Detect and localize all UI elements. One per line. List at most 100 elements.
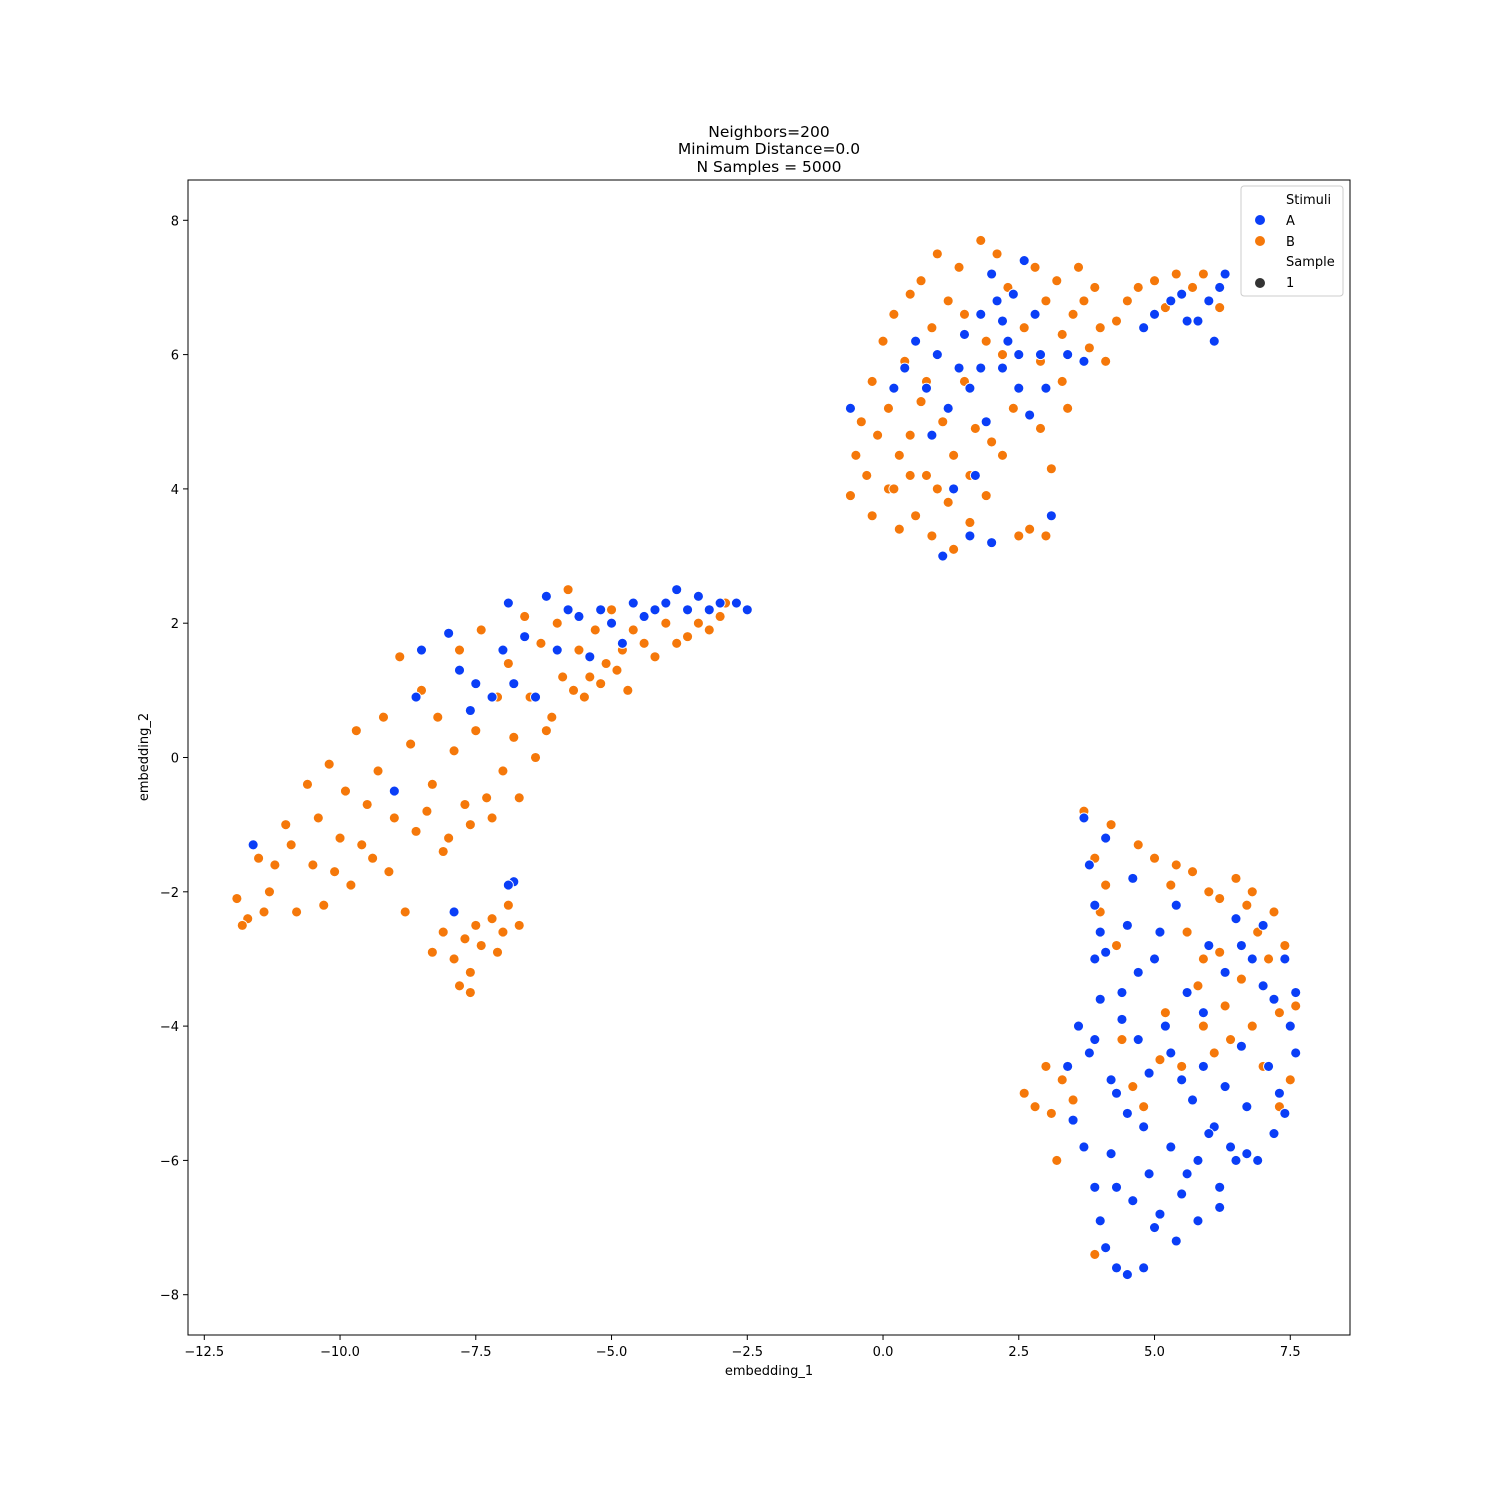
point-series-b xyxy=(492,946,503,958)
point-series-b xyxy=(540,725,552,737)
point-series-b xyxy=(426,778,438,790)
point-series-b xyxy=(1132,281,1144,293)
point-series-b xyxy=(508,731,520,743)
point-series-b xyxy=(1013,530,1025,542)
point-series-b xyxy=(1235,973,1247,985)
x-axis-label: embedding_1 xyxy=(725,1364,813,1379)
point-series-b xyxy=(530,752,541,763)
point-series-b xyxy=(931,483,943,495)
point-series-b xyxy=(1170,268,1182,280)
point-series-a xyxy=(975,308,987,320)
point-series-b xyxy=(285,839,297,851)
point-series-b xyxy=(1067,1094,1079,1106)
point-series-b xyxy=(1230,872,1242,884)
point-series-b xyxy=(1214,302,1226,314)
point-series-b xyxy=(1197,268,1209,280)
point-series-b xyxy=(361,799,373,810)
point-series-b xyxy=(888,308,900,320)
point-series-b xyxy=(459,933,471,945)
point-series-b xyxy=(606,604,617,616)
point-series-a xyxy=(1214,1201,1226,1213)
point-series-b xyxy=(1290,1000,1302,1012)
point-series-a xyxy=(1143,1168,1155,1180)
point-series-b xyxy=(855,416,867,428)
point-series-b xyxy=(231,893,243,904)
point-series-b xyxy=(1149,275,1160,287)
point-series-a xyxy=(1083,859,1095,871)
point-series-b xyxy=(1181,926,1193,938)
point-series-a xyxy=(448,906,460,918)
point-series-b xyxy=(470,919,482,931)
point-series-b xyxy=(937,416,949,428)
point-series-a xyxy=(1149,1222,1160,1234)
point-series-b xyxy=(470,725,482,737)
point-series-b xyxy=(1214,893,1226,904)
point-series-b xyxy=(1263,953,1275,965)
point-series-a xyxy=(1013,349,1025,361)
point-series-b xyxy=(1089,1248,1101,1260)
point-series-a xyxy=(1100,1242,1112,1254)
point-series-a xyxy=(1040,382,1052,394)
point-series-b xyxy=(1105,819,1117,831)
point-series-a xyxy=(1257,919,1269,931)
point-series-a xyxy=(1176,288,1188,300)
point-series-a xyxy=(964,382,976,394)
point-series-b xyxy=(1268,906,1280,918)
point-series-a xyxy=(1203,295,1215,307)
point-series-b xyxy=(1214,946,1226,958)
point-series-a xyxy=(1154,926,1166,938)
point-series-a xyxy=(1094,993,1106,1005)
y-tick-label: 4 xyxy=(171,483,179,498)
point-series-a xyxy=(1192,315,1204,327)
point-series-a xyxy=(1078,355,1090,367)
point-series-b xyxy=(421,805,433,817)
point-series-b xyxy=(1067,308,1079,320)
point-series-b xyxy=(562,584,574,596)
point-series-a xyxy=(1127,1195,1139,1207)
point-series-a xyxy=(1187,1094,1198,1106)
legend-label-b: B xyxy=(1286,235,1295,250)
point-series-b xyxy=(959,308,970,320)
point-series-a xyxy=(1132,966,1144,978)
point-series-b xyxy=(850,449,862,461)
point-series-b xyxy=(948,449,960,461)
point-series-b xyxy=(872,429,884,441)
point-series-b xyxy=(1279,940,1291,951)
point-series-b xyxy=(372,765,384,777)
point-series-a xyxy=(1165,1047,1177,1059)
point-series-b xyxy=(1246,1020,1258,1032)
point-series-a xyxy=(1100,832,1112,844)
point-series-b xyxy=(1187,281,1198,293)
point-series-a xyxy=(1230,1154,1242,1166)
x-tick-label: −5.0 xyxy=(596,1345,628,1360)
point-series-a xyxy=(1268,993,1280,1005)
point-series-a xyxy=(1235,1040,1247,1052)
point-series-b xyxy=(893,523,905,535)
point-series-b xyxy=(1127,1081,1139,1092)
point-series-a xyxy=(1284,1020,1296,1032)
point-series-b xyxy=(1007,402,1019,414)
point-series-a xyxy=(1197,1060,1209,1072)
point-series-b xyxy=(1062,402,1074,414)
point-series-b xyxy=(1225,1034,1236,1045)
point-series-a xyxy=(1290,987,1302,998)
point-series-b xyxy=(1246,886,1258,898)
point-series-b xyxy=(627,624,639,636)
point-series-b xyxy=(481,792,493,804)
point-series-b xyxy=(437,926,449,938)
point-series-a xyxy=(1219,268,1231,280)
point-series-a xyxy=(1094,1215,1106,1227)
point-series-b xyxy=(502,899,514,911)
point-series-b xyxy=(318,899,330,911)
point-series-a xyxy=(1219,1081,1231,1092)
point-series-b xyxy=(1203,886,1215,898)
point-series-b xyxy=(931,248,943,260)
point-series-b xyxy=(1045,1107,1057,1119)
point-series-a xyxy=(926,429,938,441)
point-series-b xyxy=(383,866,395,878)
point-series-b xyxy=(1035,423,1046,434)
y-tick-label: −6 xyxy=(160,1154,179,1169)
point-series-a xyxy=(1138,1262,1150,1274)
point-series-a xyxy=(1241,1101,1253,1113)
point-series-a xyxy=(1181,987,1193,998)
